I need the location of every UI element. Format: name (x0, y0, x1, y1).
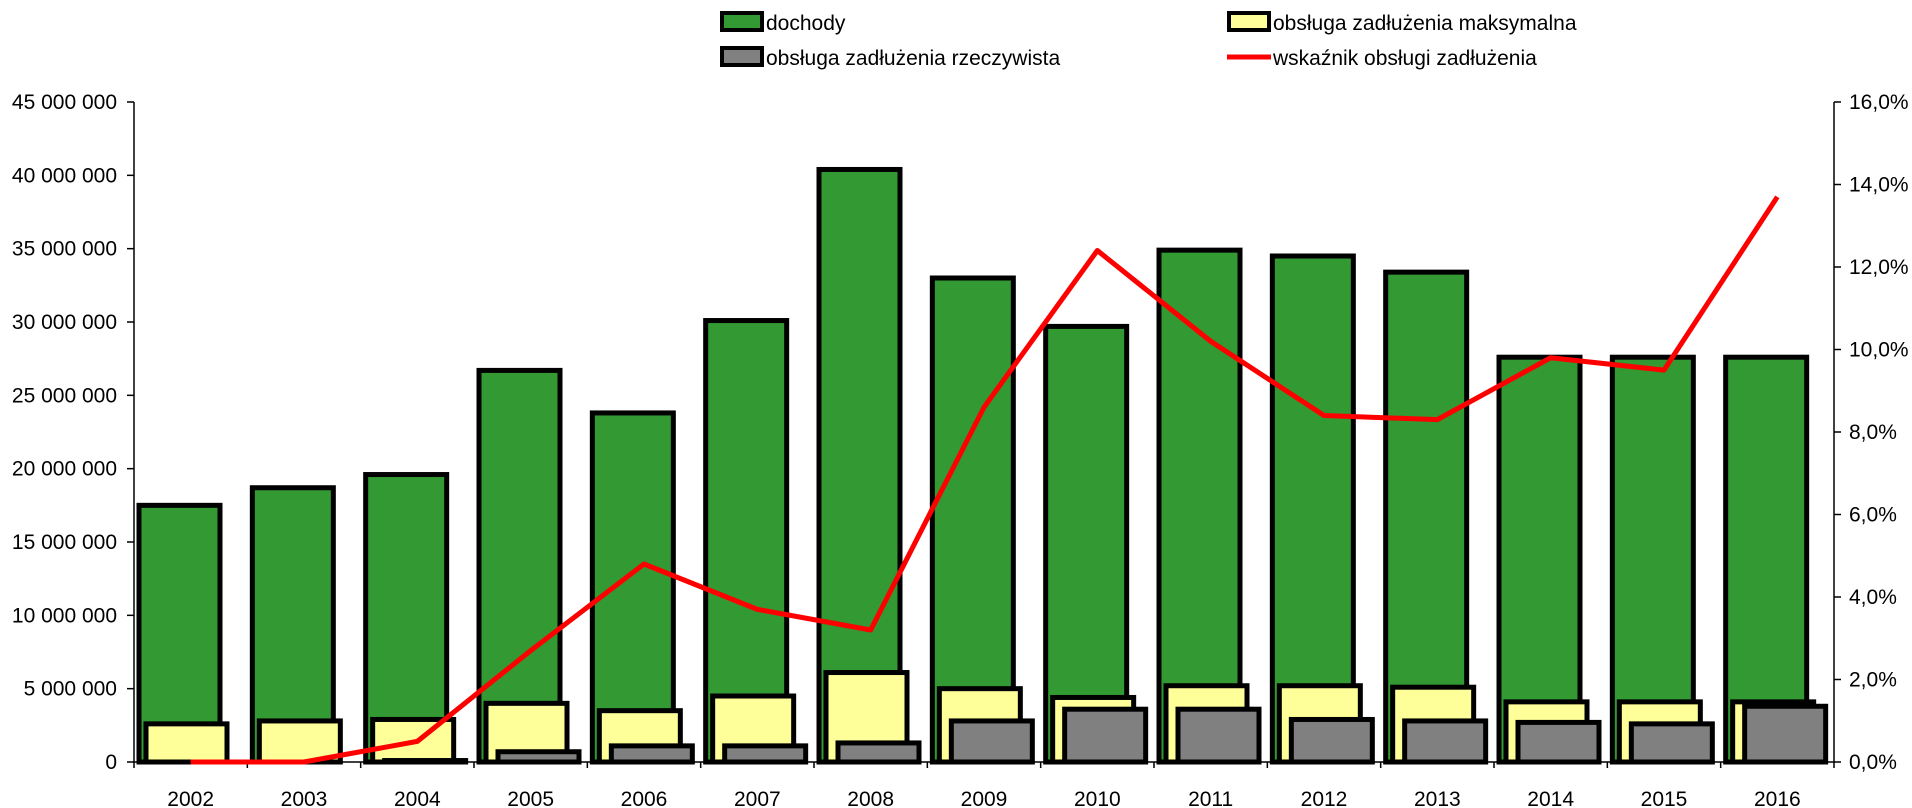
x-tick-label: 2002 (167, 788, 214, 808)
right-tick-label: 0,0% (1849, 751, 1897, 774)
x-tick-label: 2008 (847, 788, 894, 808)
left-tick-label: 0 (105, 751, 117, 774)
x-tick-label: 2009 (961, 788, 1008, 808)
x-tick-label: 2013 (1414, 788, 1461, 808)
axes: 0 5 000 000 10 000 000 15 000 000 20 000 000… (12, 91, 1909, 808)
bar-obs-uga-zad-u-enia-rzeczywista (835, 740, 922, 765)
x-tick-label: 2010 (1074, 788, 1121, 808)
legend-label: obsługa zadłużenia maksymalna (1273, 12, 1577, 35)
bar-obs-uga-zad-u-enia-rzeczywista (1515, 719, 1602, 765)
left-tick-label: 25 000 000 (12, 384, 117, 407)
bar-obs-uga-zad-u-enia-maksymalna (256, 718, 343, 765)
bar-obs-uga-zad-u-enia-rzeczywista (382, 758, 469, 765)
legend-swatch (1227, 11, 1271, 32)
legend: dochody obsługa zadłużenia maksymalna obsł… (720, 11, 1577, 70)
left-tick-label: 15 000 000 (12, 531, 117, 554)
right-tick-label: 6,0% (1849, 504, 1897, 527)
legend-swatch (720, 11, 764, 32)
bar-dochody (136, 502, 223, 765)
left-tick-label: 5 000 000 (24, 678, 117, 701)
left-tick-label: 10 000 000 (12, 604, 117, 627)
x-tick-label: 2012 (1301, 788, 1348, 808)
right-tick-label: 12,0% (1849, 256, 1909, 279)
x-tick-label: 2004 (394, 788, 441, 808)
bar-dochody (476, 367, 563, 765)
right-tick-label: 16,0% (1849, 91, 1909, 114)
right-tick-label: 4,0% (1849, 586, 1897, 609)
x-tick-label: 2006 (621, 788, 668, 808)
bar-obs-uga-zad-u-enia-rzeczywista (722, 743, 809, 765)
x-tick-label: 2016 (1754, 788, 1801, 808)
bar-dochody (363, 472, 450, 765)
line-wska-nik-obs-ugi-zad-u-enia (190, 195, 1780, 765)
bar-obs-uga-zad-u-enia-rzeczywista (608, 743, 695, 765)
left-tick-label: 45 000 000 (12, 91, 117, 114)
bar-obs-uga-zad-u-enia-rzeczywista (1288, 716, 1375, 765)
left-tick-label: 35 000 000 (12, 238, 117, 261)
left-tick-label: 30 000 000 (12, 311, 117, 334)
bars (136, 166, 1829, 765)
x-tick-label: 2003 (281, 788, 328, 808)
bar-obs-uga-zad-u-enia-rzeczywista (1402, 718, 1489, 765)
right-tick-label: 8,0% (1849, 421, 1897, 444)
legend-label: dochody (766, 12, 846, 35)
bar-obs-uga-zad-u-enia-rzeczywista (495, 749, 582, 765)
bar-obs-uga-zad-u-enia-rzeczywista (1062, 706, 1149, 765)
bar-obs-uga-zad-u-enia-rzeczywista (1742, 703, 1829, 765)
bar-dochody (1723, 354, 1810, 765)
x-tick-label: 2014 (1527, 788, 1574, 808)
legend-label: wskaźnik obsługi zadłużenia (1272, 47, 1537, 70)
bar-dochody (1043, 323, 1130, 765)
left-tick-label: 20 000 000 (12, 458, 117, 481)
bar-obs-uga-zad-u-enia-maksymalna (143, 721, 230, 765)
bar-dochody (816, 166, 903, 765)
bar-obs-uga-zad-u-enia-rzeczywista (1175, 706, 1262, 765)
bar-dochody (929, 275, 1016, 765)
bar-dochody (1609, 354, 1696, 765)
line-series (190, 195, 1780, 765)
bar-dochody (1496, 354, 1583, 765)
x-tick-label: 2007 (734, 788, 781, 808)
right-tick-label: 2,0% (1849, 669, 1897, 692)
legend-label: obsługa zadłużenia rzeczywista (766, 47, 1060, 70)
right-tick-label: 10,0% (1849, 339, 1909, 362)
bar-obs-uga-zad-u-enia-rzeczywista (948, 718, 1035, 765)
left-tick-label: 40 000 000 (12, 164, 117, 187)
right-tick-label: 14,0% (1849, 174, 1909, 197)
bar-obs-uga-zad-u-enia-rzeczywista (1628, 721, 1715, 765)
bar-dochody (703, 318, 790, 765)
x-tick-label: 2015 (1641, 788, 1688, 808)
x-tick-label: 2011 (1188, 788, 1233, 808)
legend-swatch (720, 46, 764, 67)
x-tick-label: 2005 (507, 788, 554, 808)
